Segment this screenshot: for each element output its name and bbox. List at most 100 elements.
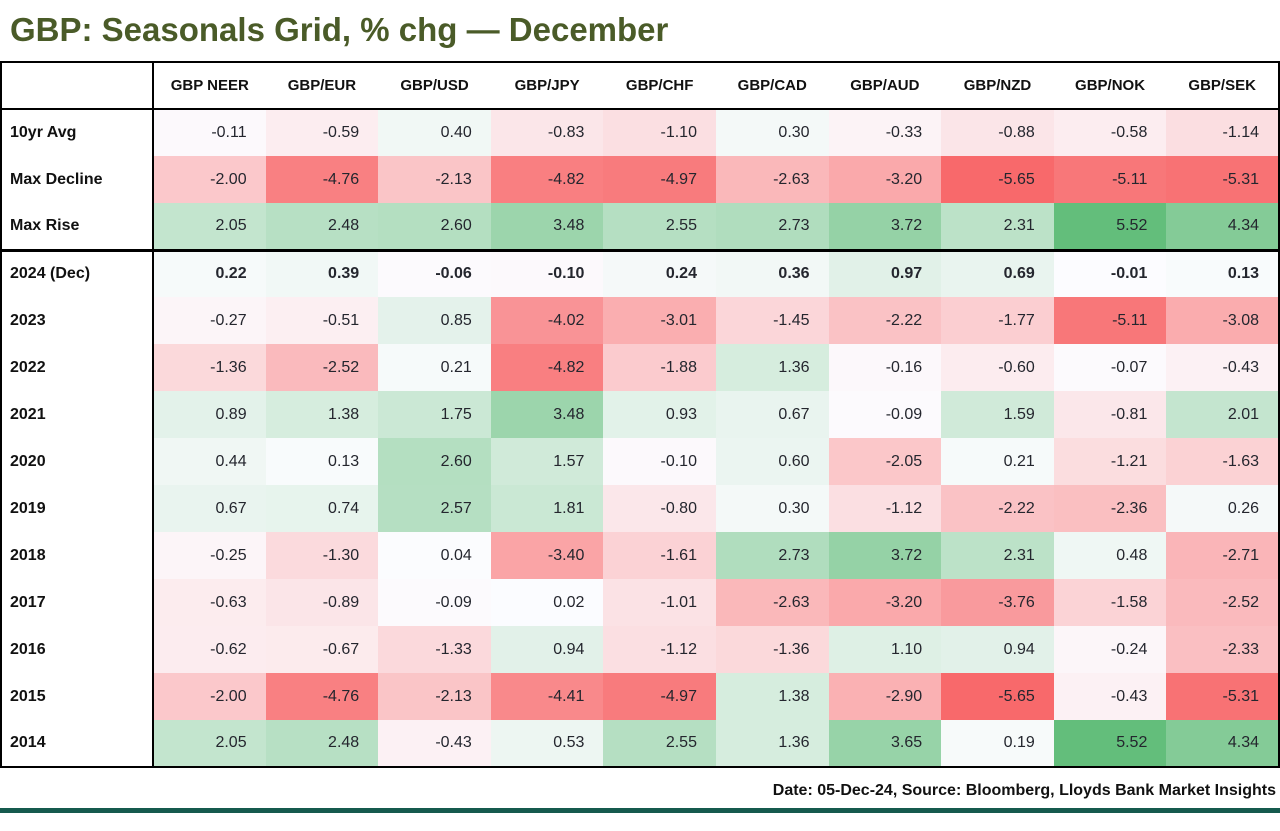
heatmap-cell: -0.01 [1053, 248, 1167, 297]
heatmap-cell: -0.80 [603, 485, 716, 532]
heatmap-cell: -1.30 [265, 532, 379, 579]
heatmap-cell: -2.22 [941, 485, 1054, 532]
column-header: GBP NEER [153, 62, 266, 110]
row-label: 2020 [1, 438, 154, 485]
heatmap-cell: -1.33 [378, 626, 491, 673]
table-row: 2017 -0.63 -0.89 -0.09 0.02 -1.01 -2.63 -3.20 -3… [1, 579, 1279, 626]
table-row: Max Decline -2.00 -4.76 -2.13 -4.82 -4.97 -2.6… [1, 156, 1279, 203]
heatmap-cell: 5.52 [1053, 203, 1167, 250]
stats-section: 10yr Avg -0.11 -0.59 0.40 -0.83 -1.10 0.30 -0.3… [1, 109, 1279, 250]
table-row: 2014 2.05 2.48 -0.43 0.53 2.55 1.36 3.65 0.19 5.5… [1, 720, 1279, 767]
heatmap-cell: -0.11 [153, 109, 266, 156]
row-label: 2023 [1, 297, 154, 344]
column-header: GBP/NOK [1053, 62, 1167, 110]
heatmap-cell: 0.13 [265, 438, 379, 485]
heatmap-cell: -0.06 [378, 248, 491, 297]
row-label: 2014 [1, 720, 154, 767]
heatmap-cell: -0.89 [265, 579, 379, 626]
column-header: GBP/CAD [715, 62, 829, 110]
heatmap-cell: -5.31 [1166, 156, 1279, 203]
heatmap-cell: -4.41 [490, 673, 604, 720]
heatmap-cell: 1.10 [828, 626, 942, 673]
heatmap-cell: 0.67 [715, 391, 829, 438]
heatmap-cell: -0.81 [1053, 391, 1167, 438]
heatmap-cell: 0.60 [715, 438, 829, 485]
heatmap-cell: -0.59 [265, 109, 379, 156]
heatmap-cell: 2.48 [265, 720, 379, 767]
heatmap-cell: -0.10 [603, 438, 716, 485]
table-row: 2022 -1.36 -2.52 0.21 -4.82 -1.88 1.36 -0.16 -0.… [1, 344, 1279, 391]
heatmap-cell: 0.94 [490, 626, 604, 673]
heatmap-cell: 2.73 [715, 532, 829, 579]
heatmap-cell: -1.12 [603, 626, 716, 673]
heatmap-cell: 0.19 [941, 720, 1054, 767]
heatmap-cell: 3.48 [490, 391, 604, 438]
heatmap-cell: -0.16 [828, 344, 942, 391]
header-row: GBP NEER GBP/EUR GBP/USD GBP/JPY GBP/CHF GBP/… [1, 62, 1279, 110]
table-header: GBP NEER GBP/EUR GBP/USD GBP/JPY GBP/CHF GBP/… [1, 62, 1279, 110]
page-title: GBP: Seasonals Grid, % chg — December [10, 11, 669, 48]
heatmap-cell: -0.25 [153, 532, 266, 579]
heatmap-cell: 4.34 [1166, 720, 1279, 767]
heatmap-cell: -4.76 [265, 156, 379, 203]
heatmap-cell: -1.14 [1166, 109, 1279, 156]
heatmap-cell: -4.82 [490, 344, 604, 391]
heatmap-cell: 2.73 [715, 203, 829, 250]
column-header: GBP/JPY [490, 62, 604, 110]
heatmap-cell: 1.57 [490, 438, 604, 485]
heatmap-cell: 2.55 [603, 203, 716, 250]
table-row: 2021 0.89 1.38 1.75 3.48 0.93 0.67 -0.09 1.59 -0.… [1, 391, 1279, 438]
heatmap-cell: -2.13 [378, 156, 491, 203]
heatmap-cell: 2.55 [603, 720, 716, 767]
heatmap-cell: -0.51 [265, 297, 379, 344]
heatmap-cell: 0.74 [265, 485, 379, 532]
heatmap-cell: -2.36 [1053, 485, 1167, 532]
row-label: 2018 [1, 532, 154, 579]
heatmap-cell: -3.40 [490, 532, 604, 579]
heatmap-cell: -0.63 [153, 579, 266, 626]
table-row: 2023 -0.27 -0.51 0.85 -4.02 -3.01 -1.45 -2.22 -1… [1, 297, 1279, 344]
heatmap-cell: 0.24 [603, 248, 716, 297]
heatmap-cell: -5.65 [941, 156, 1054, 203]
heatmap-cell: -1.58 [1053, 579, 1167, 626]
heatmap-cell: -2.00 [153, 673, 266, 720]
heatmap-cell: 0.39 [265, 248, 379, 297]
heatmap-cell: 2.60 [378, 438, 491, 485]
heatmap-cell: 2.31 [941, 203, 1054, 250]
heatmap-cell: 0.93 [603, 391, 716, 438]
heatmap-cell: 2.05 [153, 203, 266, 250]
column-header: GBP/EUR [265, 62, 379, 110]
table-row: 2018 -0.25 -1.30 0.04 -3.40 -1.61 2.73 3.72 2.31… [1, 532, 1279, 579]
heatmap-cell: 1.38 [715, 673, 829, 720]
heatmap-cell: -2.71 [1166, 532, 1279, 579]
heatmap-cell: -3.20 [828, 579, 942, 626]
corner-cell [1, 62, 154, 110]
heatmap-cell: -0.58 [1053, 109, 1167, 156]
heatmap-cell: 3.65 [828, 720, 942, 767]
source-note: Date: 05-Dec-24, Source: Bloomberg, Lloy… [772, 782, 1276, 799]
heatmap-cell: -0.09 [828, 391, 942, 438]
row-label: 2017 [1, 579, 154, 626]
heatmap-cell: 0.40 [378, 109, 491, 156]
heatmap-cell: -1.63 [1166, 438, 1279, 485]
heatmap-cell: -1.61 [603, 532, 716, 579]
heatmap-cell: 0.48 [1053, 532, 1167, 579]
heatmap-cell: 0.26 [1166, 485, 1279, 532]
heatmap-cell: 1.36 [715, 344, 829, 391]
heatmap-cell: -1.01 [603, 579, 716, 626]
heatmap-cell: -3.20 [828, 156, 942, 203]
table-row: 2024 (Dec) 0.22 0.39 -0.06 -0.10 0.24 0.36 0.97… [1, 248, 1279, 297]
heatmap-cell: 1.36 [715, 720, 829, 767]
heatmap-cell: -2.33 [1166, 626, 1279, 673]
heatmap-cell: -2.63 [715, 579, 829, 626]
heatmap-cell: 0.67 [153, 485, 266, 532]
row-label: 2021 [1, 391, 154, 438]
heatmap-cell: -0.60 [941, 344, 1054, 391]
heatmap-cell: 0.13 [1166, 248, 1279, 297]
heatmap-cell: -0.43 [378, 720, 491, 767]
row-label: 2024 (Dec) [1, 248, 154, 297]
heatmap-cell: -5.11 [1053, 156, 1167, 203]
heatmap-cell: -0.24 [1053, 626, 1167, 673]
row-label: Max Decline [1, 156, 154, 203]
heatmap-cell: -0.27 [153, 297, 266, 344]
